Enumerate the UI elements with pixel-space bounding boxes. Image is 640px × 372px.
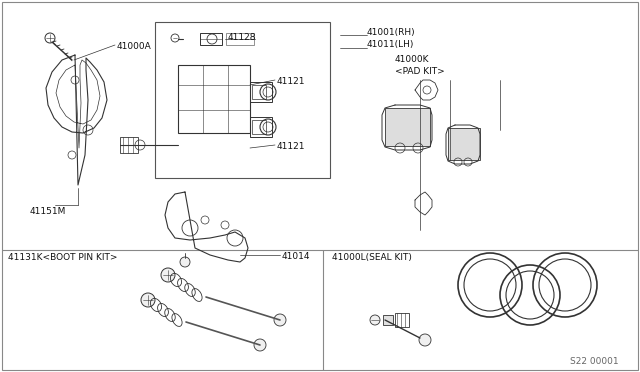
Text: 41000A: 41000A xyxy=(117,42,152,51)
Bar xyxy=(395,313,409,327)
Text: 41121: 41121 xyxy=(277,142,305,151)
Bar xyxy=(226,33,254,45)
Bar xyxy=(250,82,272,102)
Bar xyxy=(448,128,480,160)
Circle shape xyxy=(161,268,175,282)
Text: 41131K<BOOT PIN KIT>: 41131K<BOOT PIN KIT> xyxy=(8,253,118,262)
Circle shape xyxy=(370,315,380,325)
Circle shape xyxy=(419,334,431,346)
Text: 41000L(SEAL KIT): 41000L(SEAL KIT) xyxy=(332,253,412,262)
Bar xyxy=(252,120,266,134)
Bar xyxy=(200,33,222,45)
Bar xyxy=(178,65,250,133)
Circle shape xyxy=(180,257,190,267)
Bar xyxy=(155,22,330,178)
Circle shape xyxy=(141,293,155,307)
Circle shape xyxy=(254,339,266,351)
Text: 41128: 41128 xyxy=(228,33,257,42)
Bar xyxy=(385,108,430,146)
Bar xyxy=(252,85,266,99)
Bar xyxy=(120,137,138,153)
Text: 41000K: 41000K xyxy=(395,55,429,64)
Circle shape xyxy=(274,314,286,326)
Text: 41151M: 41151M xyxy=(30,207,67,216)
Text: 41011(LH): 41011(LH) xyxy=(367,40,414,49)
Bar xyxy=(383,315,393,325)
Text: 41121: 41121 xyxy=(277,77,305,86)
Bar xyxy=(250,117,272,137)
Text: S22 00001: S22 00001 xyxy=(570,357,619,366)
Text: <PAD KIT>: <PAD KIT> xyxy=(395,67,445,76)
Text: 41001(RH): 41001(RH) xyxy=(367,28,415,37)
Text: 41014: 41014 xyxy=(282,252,310,261)
